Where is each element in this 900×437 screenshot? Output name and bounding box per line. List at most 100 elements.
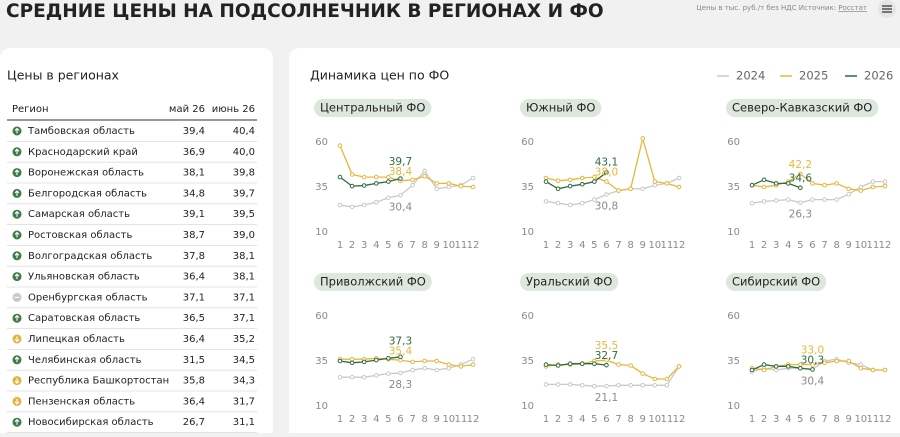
price-june: 40,4: [233, 126, 255, 137]
price-june: 40,0: [233, 147, 255, 158]
x-tick-label: 7: [409, 240, 415, 251]
x-tick-label: 11: [455, 414, 468, 425]
point: [434, 186, 440, 192]
chart-title: Центральный ФО: [320, 101, 425, 115]
charts-panel: [289, 48, 900, 437]
point: [604, 192, 609, 197]
point: [446, 362, 452, 367]
point: [398, 176, 403, 181]
point: [652, 182, 658, 188]
price-may: 36,4: [183, 334, 205, 345]
trend-arrow: [14, 127, 20, 134]
point: [822, 197, 827, 202]
menu-button[interactable]: [878, 0, 896, 18]
x-tick-label: 9: [846, 240, 852, 251]
y-tick-label: 35: [521, 182, 534, 193]
point: [640, 371, 646, 376]
x-tick-label: 3: [361, 240, 367, 251]
value-label: 32,7: [595, 350, 618, 362]
source-note: Цены в тыс. руб./т без НДС Источник: Рос…: [696, 4, 867, 12]
x-tick-label: 11: [455, 240, 468, 251]
price-june: 39,5: [233, 209, 255, 220]
value-label: 37,3: [389, 335, 412, 347]
point: [785, 364, 791, 369]
y-tick-label: 60: [521, 311, 534, 322]
point: [422, 173, 427, 179]
point: [386, 179, 391, 184]
value-label: 26,3: [789, 209, 812, 221]
value-label: 43,1: [595, 157, 618, 169]
point: [664, 181, 670, 186]
chart-title-pill: [726, 99, 879, 117]
region-name: Пензенская область: [28, 396, 135, 407]
point: [834, 197, 839, 202]
series-line: [545, 171, 607, 190]
point: [446, 365, 452, 371]
x-tick-label: 5: [797, 414, 803, 425]
regions-panel: [0, 48, 273, 437]
x-tick-label: 2: [761, 414, 767, 425]
point: [749, 367, 755, 373]
x-tick-label: 1: [749, 414, 755, 425]
y-tick-label: 60: [727, 137, 740, 148]
trend-arrow: [14, 378, 20, 384]
point: [870, 184, 876, 190]
region-name: Липецкая область: [28, 334, 125, 345]
point: [567, 361, 573, 367]
value-label: 34,6: [789, 173, 813, 185]
x-tick-label: 11: [867, 414, 880, 425]
note: Цены в тыс. руб./т без НДС Источник:: [696, 4, 836, 12]
x-tick-label: 8: [421, 240, 427, 251]
point: [798, 365, 803, 371]
trend-arrow: [14, 314, 20, 321]
point: [386, 195, 391, 201]
point: [798, 185, 803, 191]
point: [676, 364, 682, 369]
point: [555, 382, 561, 387]
point: [579, 182, 585, 187]
region-name: Новосибирская область: [28, 417, 154, 428]
x-tick-label: 8: [833, 240, 839, 251]
value-label: 30,4: [389, 201, 413, 213]
legend-label: 2025: [799, 69, 828, 83]
point: [798, 171, 803, 177]
point: [361, 174, 367, 180]
point: [822, 360, 827, 366]
price-june: 38,1: [233, 251, 255, 262]
point: [761, 177, 767, 183]
x-tick-label: 10: [854, 240, 867, 251]
region-name: Воронежская область: [28, 168, 144, 179]
point: [810, 362, 815, 367]
point: [761, 184, 767, 190]
price-june: 31,7: [233, 396, 255, 407]
column-header: июнь 26: [212, 104, 255, 115]
x-tick-label: 2: [555, 240, 561, 251]
point: [579, 200, 585, 206]
point: [373, 174, 379, 180]
region-name: Ульяновская область: [28, 272, 140, 283]
chart-title: Приволжский ФО: [320, 275, 426, 289]
point: [349, 356, 355, 362]
x-tick-label: 4: [373, 240, 379, 251]
point: [846, 358, 852, 364]
price-may: 35,8: [183, 376, 205, 387]
chart-title: Северо-Кавказский ФО: [732, 101, 872, 115]
point: [834, 181, 839, 186]
region-name: Республика Башкортостан: [28, 376, 169, 387]
trend-arrow: [14, 252, 20, 259]
point: [470, 184, 476, 190]
point: [616, 383, 621, 388]
menu-icon[interactable]: [882, 5, 892, 13]
point: [410, 359, 415, 365]
point: [361, 183, 367, 188]
source-link[interactable]: Росстат: [838, 4, 867, 12]
point: [555, 200, 561, 206]
point: [822, 182, 827, 188]
point: [373, 181, 379, 186]
point: [882, 183, 888, 189]
point: [810, 181, 815, 186]
point: [870, 179, 876, 184]
chart-title-pill: [314, 273, 432, 291]
price-june: 34,5: [233, 355, 255, 366]
x-tick-label: 8: [421, 414, 427, 425]
